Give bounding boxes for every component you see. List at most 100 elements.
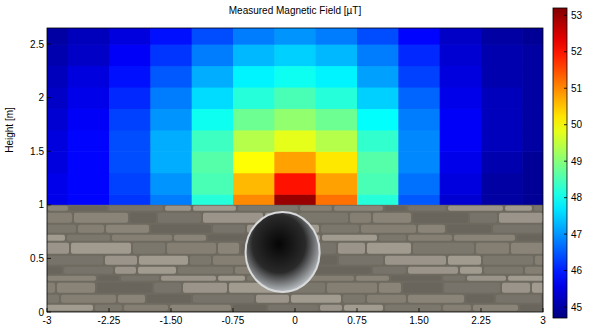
stone (178, 267, 233, 274)
colorbar-tick-label: 48 (571, 192, 583, 203)
heat-cell (68, 66, 110, 88)
heat-cell (274, 108, 316, 130)
x-tick (419, 308, 420, 312)
heat-cell (481, 108, 523, 130)
colorbar-tick-label: 47 (571, 229, 583, 240)
stone (385, 305, 441, 311)
stone (460, 267, 482, 274)
stone (47, 225, 76, 233)
y-label: Height [m] (4, 107, 15, 153)
heat-cell (522, 44, 543, 66)
x-tick (171, 308, 172, 312)
heat-cell (522, 87, 543, 109)
y-tick (47, 97, 51, 98)
stone (218, 243, 239, 254)
stone (95, 305, 122, 311)
heat-cell (109, 28, 151, 45)
colorbar (553, 8, 567, 318)
heat-cell (47, 28, 68, 45)
x-tick (357, 308, 358, 312)
stone (190, 256, 211, 265)
y-tick-label: 1 (38, 199, 44, 210)
heat-cell (398, 130, 440, 152)
heat-cell (398, 44, 440, 66)
stone (121, 276, 159, 281)
heat-cell (233, 151, 275, 173)
heat-cell (68, 130, 110, 152)
stone (373, 213, 411, 223)
heat-cell (398, 66, 440, 88)
heat-cell (150, 28, 192, 45)
stone (470, 213, 497, 223)
y-tick (47, 258, 51, 259)
heat-cell (68, 87, 110, 109)
colorbar-tick-label: 52 (571, 46, 583, 57)
heat-cell (192, 44, 234, 66)
stone (115, 267, 136, 274)
heat-cell (522, 130, 543, 152)
heat-cell (233, 130, 275, 152)
heat-cell (398, 28, 440, 45)
colorbar-tick (564, 161, 567, 162)
stone (218, 276, 245, 281)
colorbar-tick-label: 49 (571, 156, 583, 167)
heat-cell (192, 28, 234, 45)
y-tick (47, 44, 51, 45)
stone (344, 305, 383, 311)
heat-cell (316, 87, 358, 109)
heat-cell (233, 28, 275, 45)
heat-cell (481, 173, 523, 195)
stone (170, 305, 231, 311)
stone (130, 213, 156, 223)
heat-cell (47, 108, 68, 130)
colorbar-tick-label: 45 (571, 302, 583, 313)
stone (448, 256, 481, 265)
stone (413, 213, 468, 223)
heat-cell (192, 108, 234, 130)
stone (385, 206, 406, 211)
stone (338, 243, 365, 254)
pipe-hole (246, 212, 320, 292)
stone (408, 206, 446, 211)
stone (493, 225, 543, 233)
stone (391, 276, 441, 281)
stone (454, 235, 515, 241)
stone (476, 243, 509, 254)
heat-cell (47, 44, 68, 66)
heat-cell (192, 66, 234, 88)
x-tick-label: 0 (292, 315, 298, 326)
x-tick (543, 308, 544, 312)
stone (350, 213, 371, 223)
stone (361, 225, 416, 233)
colorbar-tick (564, 15, 567, 16)
stone (97, 283, 152, 293)
heat-cell (357, 44, 399, 66)
wall-bg (47, 205, 543, 312)
stone (334, 206, 383, 211)
stone (67, 235, 110, 241)
heat-cell (68, 173, 110, 195)
stone (473, 305, 518, 311)
heat-cell (398, 87, 440, 109)
heat-cell (47, 130, 68, 152)
stone (147, 295, 191, 303)
colorbar-tick (564, 88, 567, 89)
stone (502, 283, 530, 293)
heat-cell (274, 130, 316, 152)
colorbar-tick (564, 197, 567, 198)
heat-cell (150, 151, 192, 173)
colorbar-tick-label: 46 (571, 265, 583, 276)
stone (444, 283, 500, 293)
stone (78, 225, 104, 233)
stone (47, 283, 55, 293)
heat-cell (357, 173, 399, 195)
heat-cell (150, 66, 192, 88)
stone (70, 206, 107, 211)
stone (213, 225, 245, 233)
stone (499, 213, 543, 223)
stone (525, 267, 543, 274)
colorbar-tick (564, 270, 567, 271)
stone (268, 305, 318, 311)
stone (484, 267, 523, 274)
heat-cell (440, 151, 482, 173)
